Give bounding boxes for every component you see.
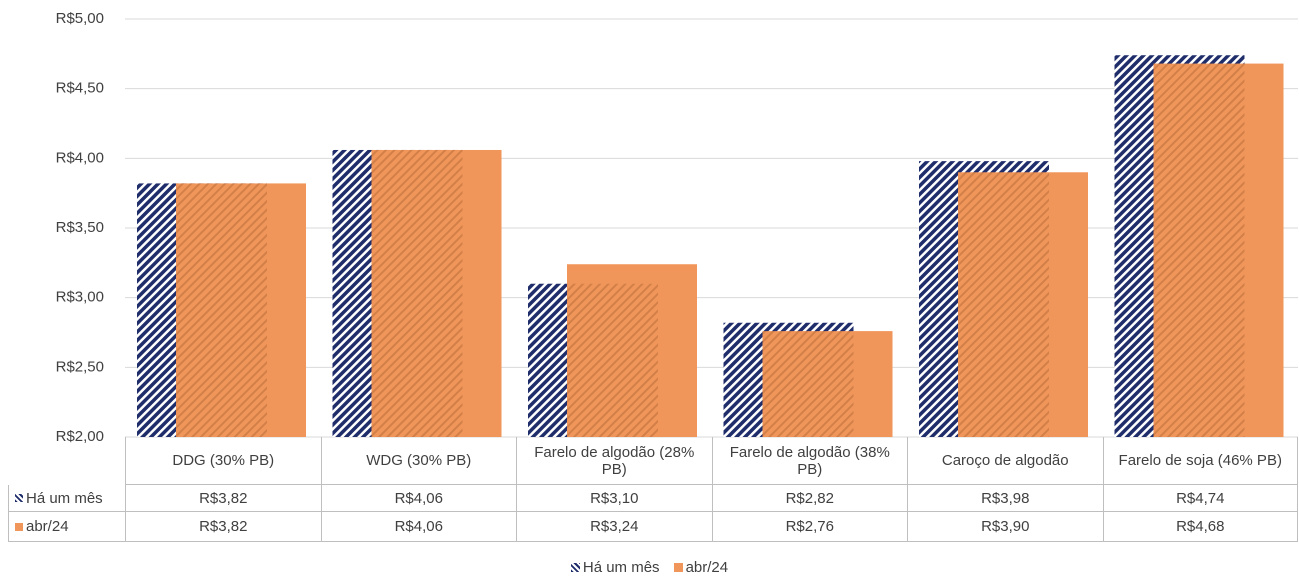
- value-cell: R$3,90: [907, 512, 1103, 542]
- overlap-hatch: [371, 149, 463, 437]
- y-tick-label: R$4,50: [56, 80, 104, 97]
- legend-swatch: [15, 522, 23, 531]
- value-cell: R$3,10: [516, 485, 712, 512]
- legend: Há um mês abr/24: [0, 559, 1299, 576]
- overlap-hatch: [1153, 63, 1245, 437]
- overlap-hatch: [762, 331, 854, 437]
- legend-item: Há um mês: [570, 559, 660, 576]
- y-tick-label: R$4,00: [56, 149, 104, 166]
- category-cell: Farelo de algodão (38% PB): [711, 437, 907, 485]
- value-cell: R$4,06: [320, 512, 516, 542]
- overlap-hatch: [567, 283, 658, 437]
- value-cell: R$3,24: [516, 512, 712, 542]
- legend-swatch: [673, 563, 683, 572]
- row-header: abr/24: [8, 512, 125, 542]
- row-header: Há um mês: [8, 485, 125, 512]
- value-cell: R$3,98: [907, 485, 1103, 512]
- value-cell: R$2,82: [711, 485, 907, 512]
- value-cell: R$4,68: [1102, 512, 1298, 542]
- category-cell: DDG (30% PB): [125, 437, 321, 485]
- y-tick-label: R$2,00: [56, 428, 104, 445]
- legend-swatch: [570, 563, 580, 572]
- category-cell: Farelo de soja (46% PB): [1102, 437, 1298, 485]
- overlap-hatch: [958, 172, 1049, 437]
- value-cell: R$3,82: [125, 512, 321, 542]
- category-cell: Caroço de algodão: [907, 437, 1103, 485]
- value-cell: R$4,06: [320, 485, 516, 512]
- category-cell: Farelo de algodão (28% PB): [516, 437, 712, 485]
- legend-label: abr/24: [685, 559, 729, 576]
- category-cell: WDG (30% PB): [320, 437, 516, 485]
- y-tick-label: R$3,00: [56, 289, 104, 306]
- y-tick-label: R$2,50: [56, 358, 104, 375]
- legend-label: Há um mês: [582, 559, 660, 576]
- value-cell: R$2,76: [711, 512, 907, 542]
- row-label: Há um mês: [26, 489, 103, 507]
- value-cell: R$4,74: [1102, 485, 1298, 512]
- chart: R$2,00 R$2,50 R$3,00 R$3,50 R$4,00 R$4,50 R$5,…: [56, 10, 1298, 445]
- row-label: abr/24: [26, 518, 69, 535]
- y-tick-label: R$5,00: [56, 10, 104, 27]
- value-cell: R$3,82: [125, 485, 321, 512]
- overlap-hatch: [176, 183, 267, 437]
- legend-item: abr/24: [673, 559, 729, 576]
- y-tick-label: R$3,50: [56, 219, 104, 236]
- legend-swatch: [15, 494, 23, 502]
